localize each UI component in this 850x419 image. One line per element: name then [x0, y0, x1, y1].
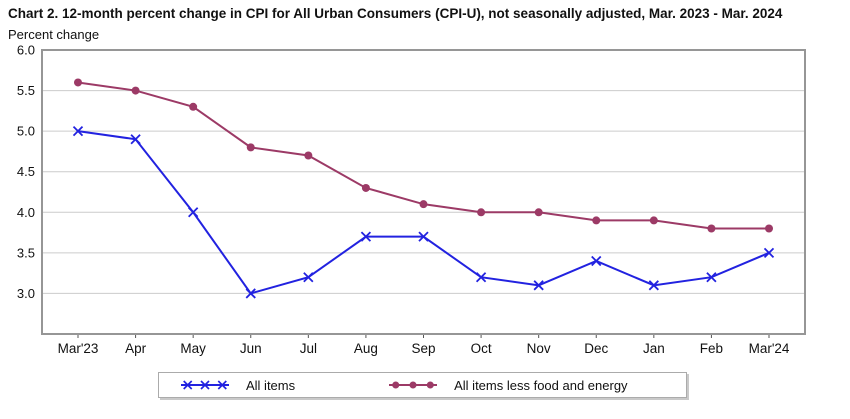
y-tick-label: 6.0: [17, 43, 35, 58]
data-point-dot-marker: [592, 216, 601, 225]
data-point-x-marker: [130, 134, 141, 145]
x-tick-label: Jul: [300, 341, 317, 356]
y-tick-label: 4.5: [17, 164, 35, 179]
legend-dot-marker: [409, 381, 417, 389]
x-tick-label: Jan: [643, 341, 665, 356]
data-point-x-marker: [303, 272, 314, 283]
data-point-dot-marker: [189, 102, 198, 111]
y-tick-label: 5.5: [17, 83, 35, 98]
legend-label-core: All items less food and energy: [454, 377, 628, 393]
x-tick-label: Apr: [125, 341, 147, 356]
legend-dot-marker: [392, 381, 400, 389]
plot-border: [41, 49, 806, 335]
all-items-line-swatch-icon: [181, 380, 229, 390]
legend-x-marker: [217, 380, 227, 390]
data-point-x-marker: [188, 207, 199, 218]
data-point-dot-marker: [131, 86, 140, 95]
y-tick-label: 3.0: [17, 286, 35, 301]
data-point-x-marker: [591, 255, 602, 267]
y-tick-label: 3.5: [17, 245, 35, 260]
data-point-x-marker: [533, 280, 544, 291]
y-axis-unit-label: Percent change: [8, 27, 100, 42]
data-point-x-marker: [475, 272, 487, 283]
data-point-x-marker: [72, 126, 84, 137]
x-tick-label: Feb: [700, 341, 723, 356]
data-point-x-marker: [245, 288, 256, 299]
core-line-swatch-icon: [389, 381, 438, 389]
cpi-line-chart: 6.0 5.5 5.0 4.5 4.0 3.5 3.0 Mar'23 Apr May Jun Jul A…: [17, 43, 806, 356]
x-tick-label: May: [180, 341, 206, 356]
x-tick-label: Oct: [471, 341, 492, 356]
x-tick-label: Jun: [240, 341, 262, 356]
x-tick-label: Nov: [527, 341, 551, 356]
data-point-x-marker: [360, 231, 372, 242]
chart-title: Chart 2. 12-month percent change in CPI …: [8, 6, 783, 21]
data-point-dot-marker: [419, 200, 428, 209]
x-tick-label: Aug: [354, 341, 378, 356]
data-point-dot-marker: [534, 208, 543, 217]
data-point-x-marker: [648, 280, 659, 291]
legend-item-core: All items less food and energy: [389, 377, 628, 393]
x-tick-label: Sep: [411, 341, 435, 356]
y-tick-label: 5.0: [17, 124, 35, 139]
x-tick-label: Mar'23: [58, 341, 99, 356]
data-point-dot-marker: [765, 224, 773, 233]
data-point-dot-marker: [477, 208, 486, 217]
x-tick-label: Mar'24: [749, 341, 790, 356]
data-point-dot-marker: [361, 183, 370, 192]
legend-x-marker: [183, 380, 193, 390]
y-tick-label: 4.0: [17, 205, 35, 220]
data-point-x-marker: [706, 272, 717, 283]
legend-label-all-items: All items: [246, 377, 296, 393]
x-tick-label: Dec: [584, 341, 608, 356]
data-point-dot-marker: [74, 78, 82, 87]
legend-dot-marker: [426, 381, 434, 389]
data-point-x-marker: [763, 247, 775, 258]
legend-x-marker: [200, 380, 210, 390]
data-point-dot-marker: [707, 224, 716, 233]
data-point-dot-marker: [246, 143, 255, 152]
chart-legend: All items All items less food and energy: [158, 372, 687, 398]
data-point-x-marker: [418, 231, 429, 242]
data-point-dot-marker: [649, 216, 658, 225]
legend-item-all-items: All items: [181, 378, 295, 393]
data-point-dot-marker: [304, 151, 313, 160]
